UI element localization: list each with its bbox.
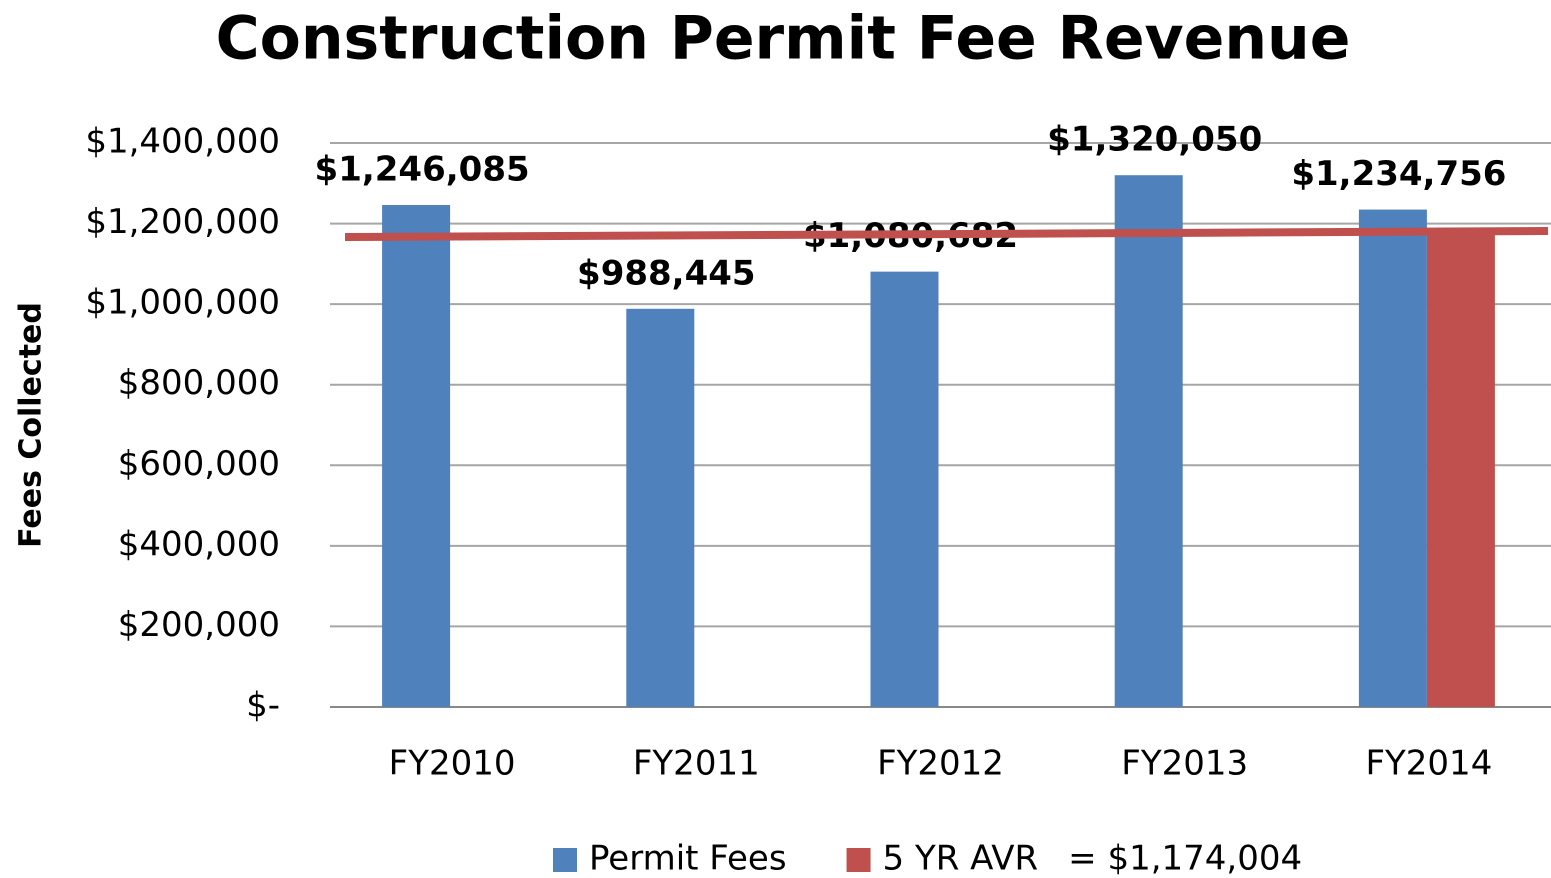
x-tick-label: FY2010	[389, 744, 516, 784]
bar	[382, 205, 451, 708]
data-label: $1,234,756	[1291, 154, 1506, 194]
y-tick-label: $600,000	[118, 444, 280, 484]
data-label: $1,320,050	[1047, 120, 1262, 160]
y-tick-label: $400,000	[118, 524, 280, 564]
bar	[1426, 234, 1495, 707]
chart-title: Construction Permit Fee Revenue	[216, 4, 1351, 74]
x-tick-label: FY2013	[1121, 744, 1248, 784]
legend-label: Permit Fees	[589, 839, 787, 878]
y-tick-label: $1,200,000	[85, 202, 280, 242]
legend-label: 5 YR AVR	[883, 839, 1039, 878]
x-tick-label: FY2014	[1365, 744, 1492, 784]
y-tick-label: $1,400,000	[85, 122, 280, 162]
x-tick-label: FY2012	[877, 744, 1004, 784]
legend-annotation: = $1,174,004	[1068, 839, 1302, 878]
data-label: $988,445	[577, 253, 756, 293]
bar	[1114, 175, 1183, 707]
average-line	[344, 227, 1549, 242]
legend-swatch	[846, 848, 871, 872]
y-tick-label: $800,000	[118, 363, 280, 403]
y-tick-label: $200,000	[118, 605, 280, 645]
bar	[626, 308, 695, 707]
bar	[1358, 209, 1427, 707]
y-axis-label: Fees Collected	[14, 302, 49, 548]
bar	[870, 271, 939, 707]
y-tick-label: $-	[246, 686, 280, 726]
y-tick-label: $1,000,000	[85, 283, 280, 323]
legend-swatch	[553, 848, 577, 872]
x-tick-label: FY2011	[633, 744, 760, 784]
data-label: $1,246,085	[315, 150, 530, 190]
